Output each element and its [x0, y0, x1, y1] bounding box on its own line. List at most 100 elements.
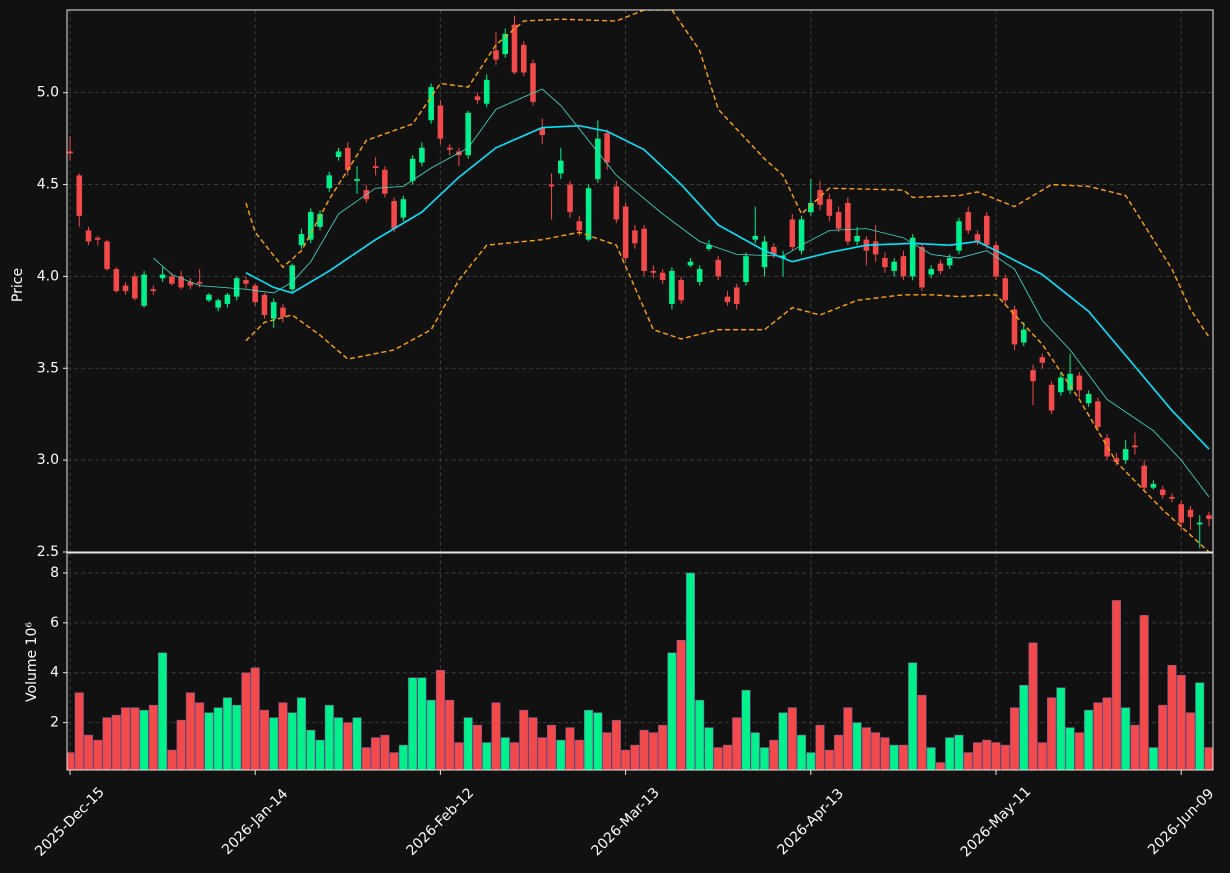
volume-bar [741, 689, 751, 770]
candle-body [548, 184, 555, 187]
candle-body [650, 270, 657, 273]
volume-bar [621, 749, 631, 770]
candle-body [95, 237, 101, 240]
candle-body [335, 151, 342, 157]
candle-body [372, 166, 379, 169]
candle-body [632, 230, 638, 244]
candle-body [474, 96, 481, 101]
candle-body [298, 234, 305, 246]
volume-bar [797, 734, 807, 770]
volume-bar [991, 742, 1001, 770]
volume-bar [445, 699, 455, 770]
x-tick-label: 2026-Mar-13 [588, 785, 662, 859]
candle-body [354, 179, 360, 181]
candle-body [641, 228, 647, 271]
volume-bar [880, 737, 890, 770]
candle-body [113, 269, 120, 292]
volume-bar [408, 677, 418, 770]
candle-body [1141, 465, 1147, 488]
candle-body [493, 50, 499, 60]
volume-bar [871, 732, 881, 770]
candle-body [446, 147, 453, 150]
candle-body [104, 241, 110, 270]
candle-body [872, 241, 879, 255]
volume-bar [1093, 702, 1103, 770]
volume-bar [1158, 704, 1168, 770]
volume-bar [130, 707, 140, 770]
candle-body [891, 261, 897, 271]
volume-bar [463, 717, 473, 770]
candle-body [613, 186, 620, 220]
candle-body [882, 258, 888, 268]
volume-bar [278, 702, 288, 770]
volume-bar [1028, 642, 1038, 770]
x-tick-label: 2026-May-11 [958, 784, 1035, 861]
candle-body [206, 294, 212, 301]
volume-bar [732, 717, 742, 770]
volume-bar [852, 722, 862, 770]
candle-body [845, 202, 851, 242]
volume-bar [102, 717, 112, 770]
candle-body [1085, 393, 1092, 404]
volume-bar [185, 692, 195, 770]
volume-bar [1130, 724, 1140, 770]
candle-body [1122, 449, 1129, 461]
volume-bar [954, 734, 964, 770]
y-tick-label: 4.0 [37, 268, 59, 284]
candle-body [317, 213, 323, 227]
candle-body [1196, 522, 1203, 525]
candle-body [289, 265, 296, 290]
volume-bar [121, 707, 131, 770]
x-tick-label: 2026-Jun-09 [1145, 786, 1217, 858]
candle-body [696, 269, 703, 282]
volume-bar [222, 697, 232, 770]
volume-bar [371, 737, 381, 770]
candle-body [798, 219, 805, 251]
volume-bar [843, 707, 853, 770]
candle-body [743, 256, 749, 282]
candle-body [965, 212, 972, 231]
volume-bar [806, 752, 816, 770]
volume-bar [232, 704, 242, 770]
volume-bar [972, 742, 983, 770]
x-tick-label: 2025-Dec-15 [32, 784, 107, 859]
volume-bar [1139, 615, 1149, 770]
candle-body [770, 247, 777, 255]
candle-body [215, 300, 221, 308]
candle-body [132, 276, 138, 299]
volume-bar [824, 749, 834, 770]
candle-body [67, 151, 73, 154]
volume-bar [1000, 744, 1010, 770]
volume-bar [204, 712, 214, 770]
volume-bar [519, 709, 529, 770]
volume-bar [398, 744, 408, 770]
candle-body [1169, 496, 1175, 499]
volume-bar [963, 752, 973, 770]
volume-bar [1102, 697, 1112, 770]
volume-bar [250, 667, 260, 770]
volume-bar [1037, 742, 1047, 770]
x-tick-label: 2026-Jan-14 [219, 786, 291, 858]
volume-bar [713, 747, 723, 770]
candle-body [595, 138, 601, 180]
candle-body [1159, 489, 1166, 496]
volume-bar [1111, 600, 1121, 770]
candle-body [715, 259, 721, 277]
candle-body [576, 221, 583, 231]
candle-body [1178, 504, 1184, 523]
candle-body [307, 212, 314, 240]
candle-body [1076, 375, 1083, 391]
volume-bar [639, 729, 649, 770]
candle-body [1113, 458, 1120, 462]
axes-frame [66, 9, 1214, 553]
candle-body [280, 307, 286, 317]
volume-bar [158, 652, 168, 770]
volume-bar [148, 704, 158, 770]
candle-body [483, 79, 490, 104]
candle-body [233, 278, 240, 297]
volume-bar [926, 747, 936, 770]
candle-body [196, 281, 203, 284]
volume-bar [537, 737, 547, 770]
volume-bar [982, 739, 992, 770]
volume-bar [648, 732, 658, 770]
